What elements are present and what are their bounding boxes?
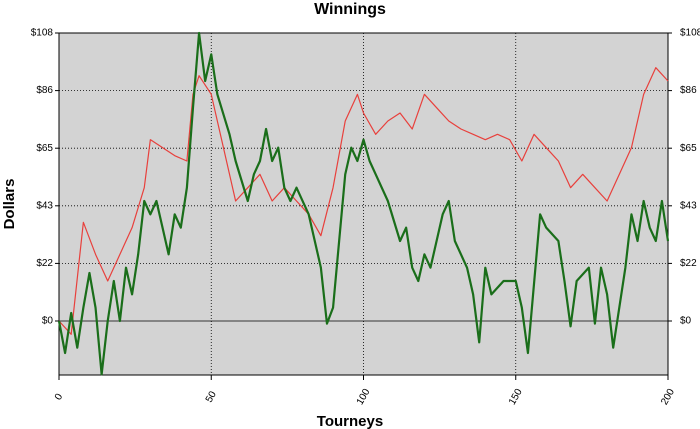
y2-tick-label: $22 bbox=[680, 258, 697, 269]
y-tick-label: $86 bbox=[36, 85, 53, 96]
y2-tick-label: $43 bbox=[680, 200, 697, 211]
x-tick-label: 0 bbox=[53, 392, 66, 403]
series-line bbox=[57, 31, 670, 376]
y-tick-label: $43 bbox=[36, 200, 53, 211]
x-axis-title: Tourneys bbox=[317, 413, 383, 429]
x-tick-label: 100 bbox=[355, 387, 373, 407]
y-tick-label: $65 bbox=[36, 143, 53, 154]
y2-tick-label: $108 bbox=[680, 28, 700, 39]
y2-tick-label: $65 bbox=[680, 143, 697, 154]
y2-tick-label: $0 bbox=[680, 316, 692, 327]
x-tick-label: 150 bbox=[507, 387, 525, 407]
x-tick-label: 50 bbox=[204, 389, 219, 405]
y2-tick-label: $86 bbox=[680, 85, 697, 96]
y-tick-label: $22 bbox=[36, 258, 53, 269]
y-axis-title: Dollars bbox=[1, 179, 18, 230]
y-tick-label: $108 bbox=[31, 28, 54, 39]
series-line bbox=[58, 67, 669, 335]
x-tick-label: 200 bbox=[659, 387, 677, 407]
chart-title: Winnings bbox=[314, 1, 386, 18]
y-tick-label: $0 bbox=[42, 316, 54, 327]
plot-border bbox=[58, 32, 669, 376]
